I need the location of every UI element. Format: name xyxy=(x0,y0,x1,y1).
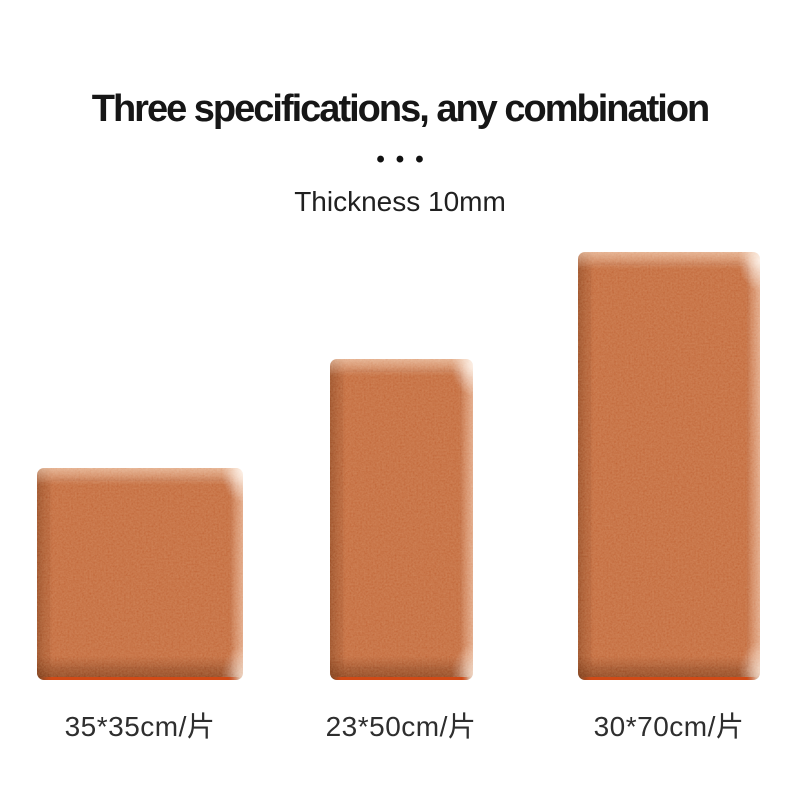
leather-grain-texture xyxy=(578,252,760,680)
thickness-subtitle: Thickness 10mm xyxy=(294,186,506,217)
panel-size-label-3: 30*70cm/片 xyxy=(593,711,745,742)
page-title: Three specifications, any combination xyxy=(91,88,711,130)
leather-grain-texture xyxy=(37,468,243,680)
panel-35x35 xyxy=(37,468,243,680)
panel-23x50 xyxy=(330,359,473,680)
panel-size-label-1: 35*35cm/片 xyxy=(64,711,216,742)
leather-grain-texture xyxy=(330,359,473,680)
panel-size-label-2: 23*50cm/片 xyxy=(325,711,477,742)
panel-30x70 xyxy=(578,252,760,680)
ellipsis-dots: ••• xyxy=(376,146,435,173)
